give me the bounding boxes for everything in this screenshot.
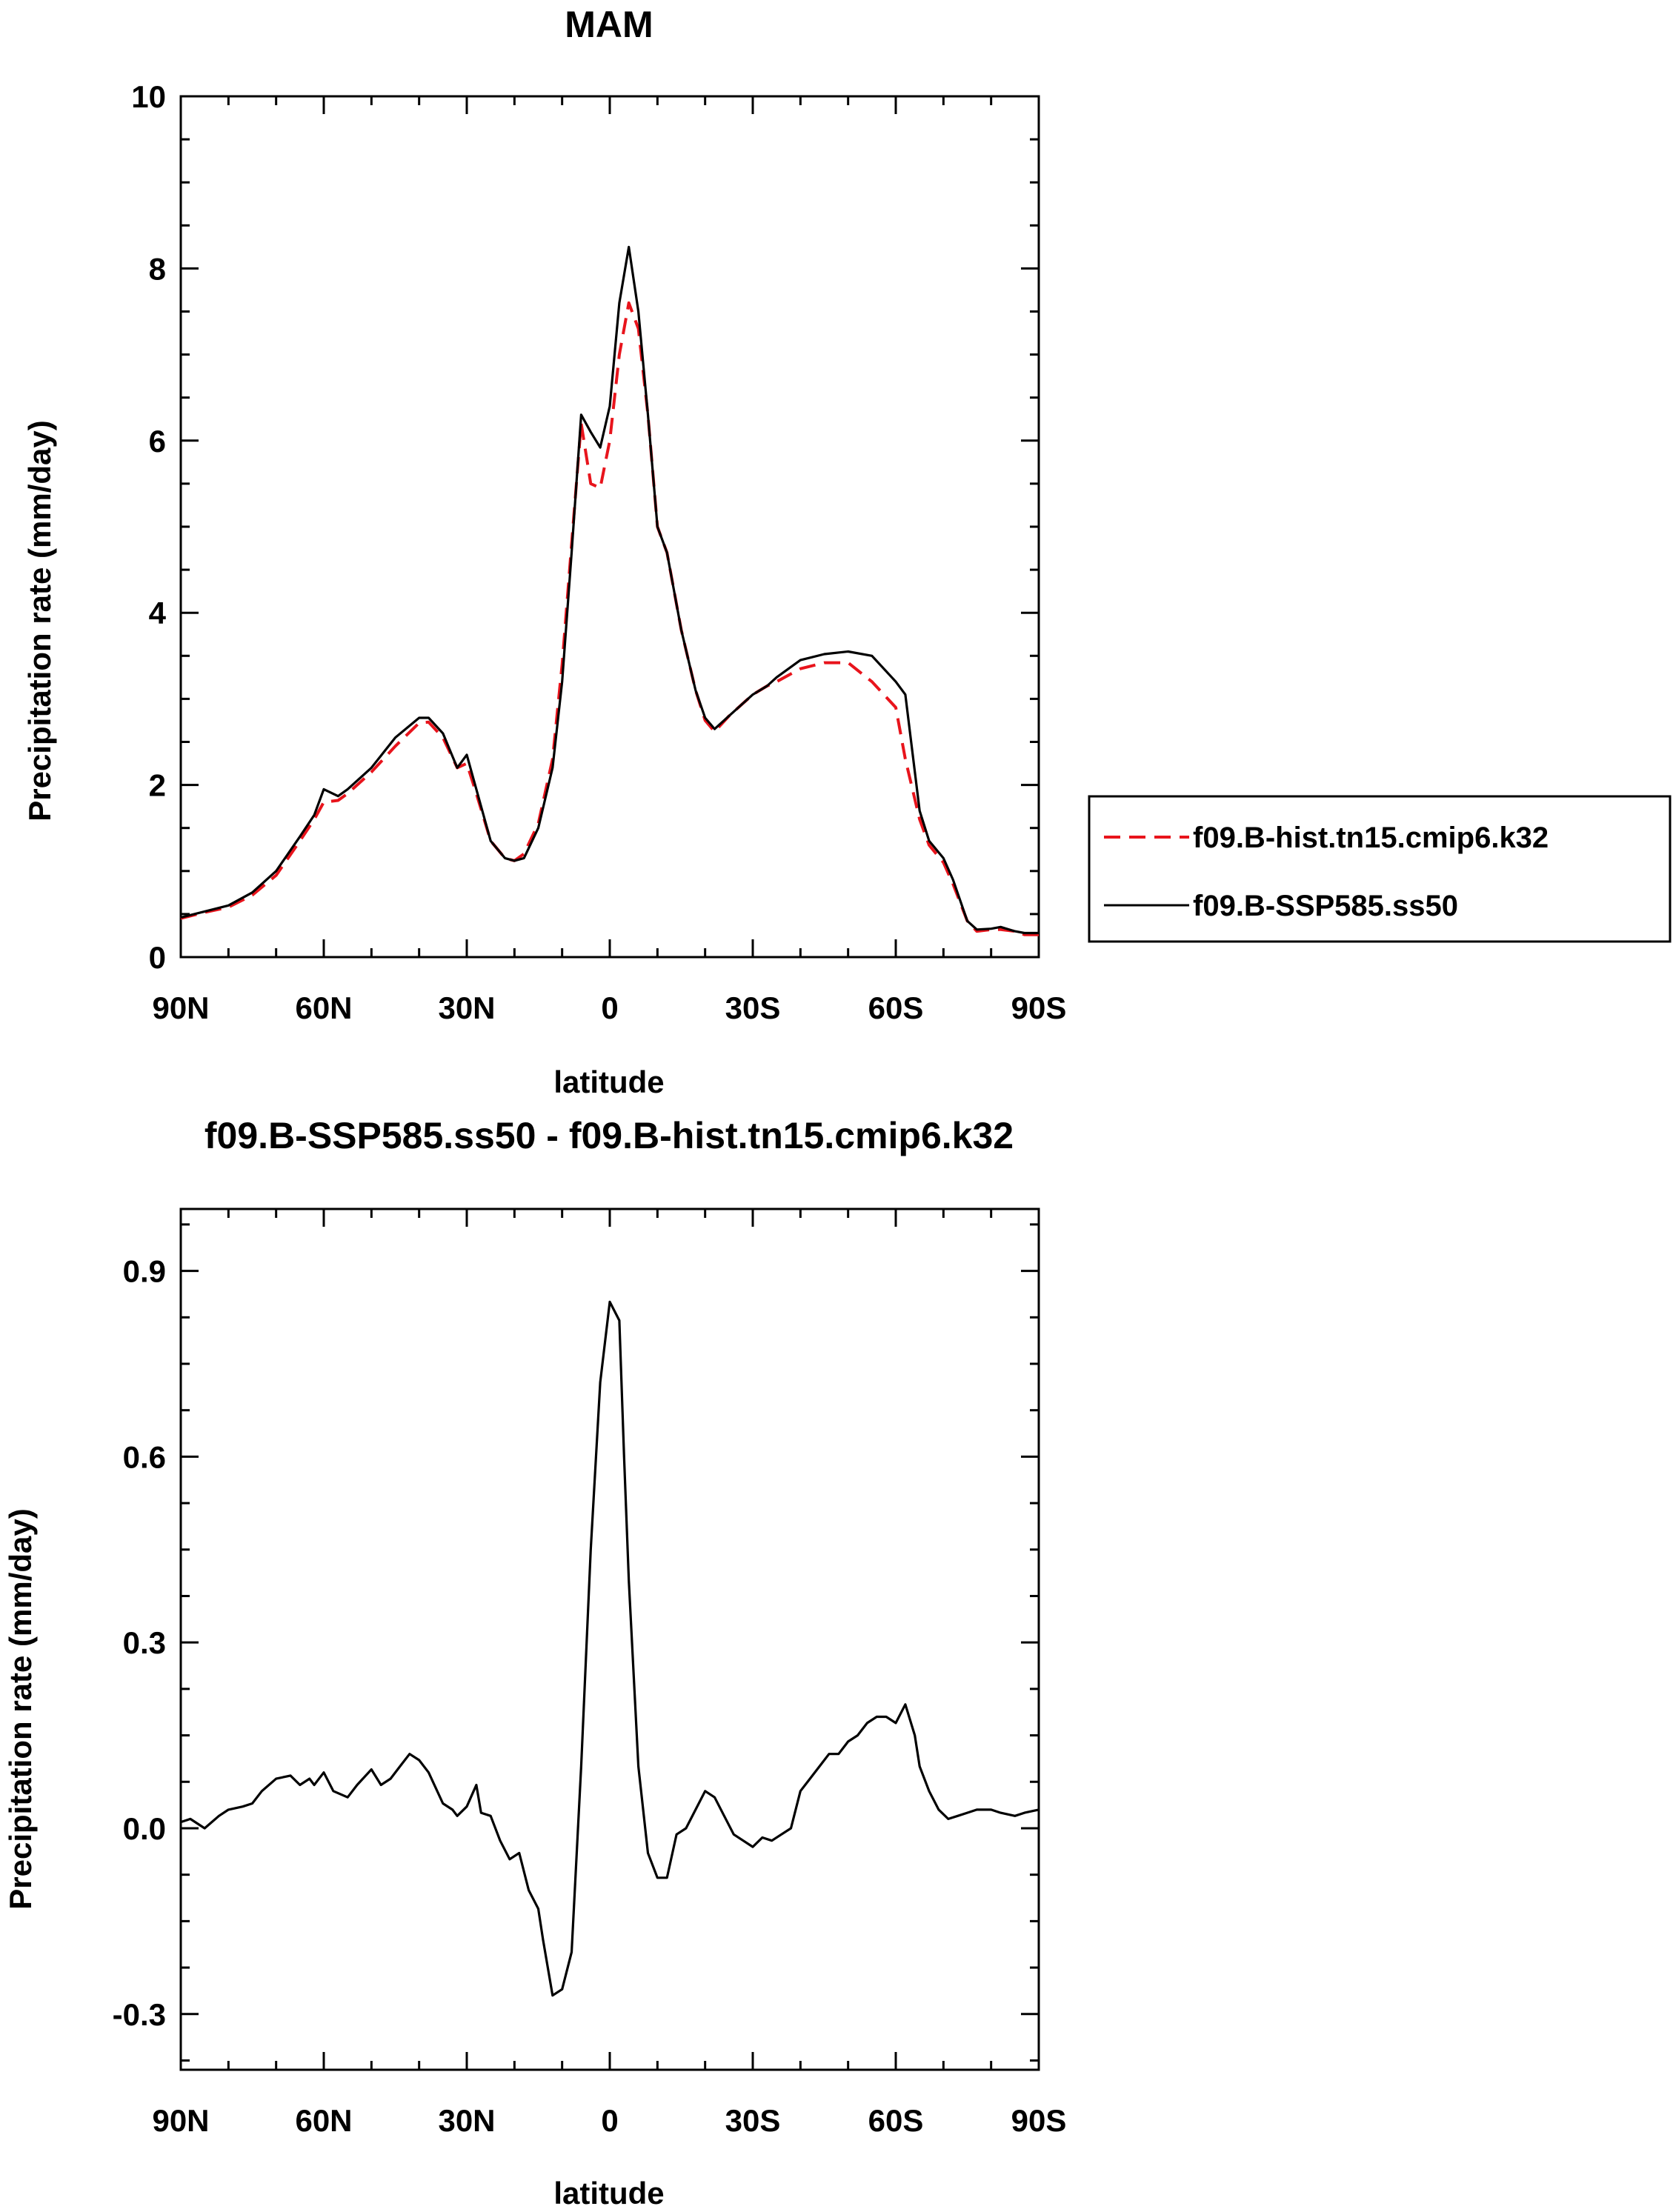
y-tick-label: 6 — [149, 424, 166, 459]
x-tick-label: 30S — [725, 2103, 781, 2138]
series-line-1-1 — [180, 301, 1039, 936]
x-tick-label: 90S — [1011, 990, 1067, 1025]
x-tick-label: 60N — [295, 2103, 352, 2138]
x-tick-label: 0 — [601, 2103, 618, 2138]
y-tick-label: 0.0 — [123, 1811, 166, 1846]
panel2-xlabel: latitude — [553, 2176, 664, 2211]
x-tick-label: 30S — [725, 990, 781, 1025]
x-tick-label: 0 — [601, 990, 618, 1025]
x-tick-label: 60S — [868, 990, 924, 1025]
x-tick-label: 60N — [295, 990, 352, 1025]
x-tick-label: 60S — [868, 2103, 924, 2138]
y-tick-label: 4 — [149, 596, 167, 630]
y-tick-label: 8 — [149, 251, 166, 286]
x-tick-label: 90N — [152, 990, 209, 1025]
x-tick-label: 90N — [152, 2103, 209, 2138]
series-line-2-1 — [180, 1300, 1040, 1997]
legend: f09.B-hist.tn15.cmip6.k32 f09.B-SSP585.s… — [1088, 795, 1672, 943]
y-tick-label: -0.3 — [113, 1997, 166, 2032]
panel2-ylabel: Precipitation rate (mm/day) — [3, 1508, 38, 1909]
y-tick-label: 0.6 — [123, 1439, 166, 1474]
plot-frame — [179, 1207, 1040, 2071]
x-tick-label: 90S — [1011, 2103, 1067, 2138]
x-tick-label: 30N — [438, 2103, 495, 2138]
series-line-1-2 — [180, 245, 1039, 935]
panel2-title: f09.B-SSP585.ss50 - f09.B-hist.tn15.cmip… — [204, 1115, 1014, 1156]
y-tick-label: 2 — [149, 768, 166, 803]
legend-label-hist: f09.B-hist.tn15.cmip6.k32 — [1193, 822, 1549, 854]
y-tick-label: 0.9 — [123, 1254, 166, 1289]
panel1-title: MAM — [565, 4, 653, 45]
y-tick-label: 0.3 — [123, 1625, 166, 1660]
y-tick-label: 0 — [149, 940, 166, 975]
legend-label-ssp: f09.B-SSP585.ss50 — [1193, 890, 1458, 922]
x-tick-label: 30N — [438, 990, 495, 1025]
panel2-plot: 90N 60N 30N 0 30S 60S 90S -0.3 0.0 0.3 0.6 0.9 — [113, 1207, 1067, 2138]
legend-frame — [1088, 795, 1672, 943]
y-tick-label: 10 — [131, 79, 166, 114]
panel1-plot: 90N 60N 30N 0 30S 60S 90S 0 2 4 6 8 10 — [131, 79, 1066, 1025]
panel1-xlabel: latitude — [553, 1065, 664, 1099]
panel1-ylabel: Precipitation rate (mm/day) — [22, 420, 57, 821]
